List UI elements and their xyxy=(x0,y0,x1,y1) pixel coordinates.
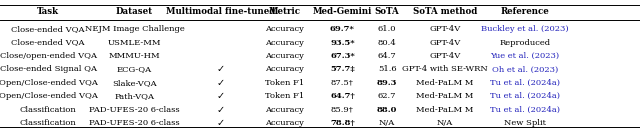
Text: Accuracy: Accuracy xyxy=(266,39,304,47)
Text: New Split: New Split xyxy=(504,119,546,127)
Text: ✓: ✓ xyxy=(217,118,225,128)
Text: Tu et al. (2024a): Tu et al. (2024a) xyxy=(490,106,560,114)
Text: ✓: ✓ xyxy=(217,78,225,88)
Text: Open/Close-ended VQA: Open/Close-ended VQA xyxy=(0,79,97,87)
Text: PAD-UFES-20 6-class: PAD-UFES-20 6-class xyxy=(89,119,180,127)
Text: Accuracy: Accuracy xyxy=(266,25,304,33)
Text: Metric: Metric xyxy=(269,7,301,16)
Text: GPT-4V: GPT-4V xyxy=(429,39,460,47)
Text: Close-ended VQA: Close-ended VQA xyxy=(12,39,84,47)
Text: N/A: N/A xyxy=(379,119,396,127)
Text: Reproduced: Reproduced xyxy=(499,39,550,47)
Text: Classification: Classification xyxy=(20,106,76,114)
Text: ✓: ✓ xyxy=(217,91,225,101)
Text: Tu et al. (2024a): Tu et al. (2024a) xyxy=(490,92,560,100)
Text: 78.8†: 78.8† xyxy=(330,119,355,127)
Text: ✓: ✓ xyxy=(217,64,225,74)
Text: Close-ended VQA: Close-ended VQA xyxy=(12,25,84,33)
Text: Accuracy: Accuracy xyxy=(266,65,304,73)
Text: 69.7*: 69.7* xyxy=(330,25,355,33)
Text: Accuracy: Accuracy xyxy=(266,52,304,60)
Text: 57.7‡: 57.7‡ xyxy=(330,65,355,73)
Text: 61.0: 61.0 xyxy=(378,25,396,33)
Text: Close/open-ended VQA: Close/open-ended VQA xyxy=(0,52,97,60)
Text: N/A: N/A xyxy=(436,119,453,127)
Text: Buckley et al. (2023): Buckley et al. (2023) xyxy=(481,25,568,33)
Text: Med-PaLM M: Med-PaLM M xyxy=(416,106,474,114)
Text: GPT-4V: GPT-4V xyxy=(429,52,460,60)
Text: Med-PaLM M: Med-PaLM M xyxy=(416,79,474,87)
Text: Reference: Reference xyxy=(500,7,549,16)
Text: Classification: Classification xyxy=(20,119,76,127)
Text: Path-VQA: Path-VQA xyxy=(115,92,154,100)
Text: PAD-UFES-20 6-class: PAD-UFES-20 6-class xyxy=(89,106,180,114)
Text: 80.4: 80.4 xyxy=(378,39,397,47)
Text: 67.3*: 67.3* xyxy=(330,52,355,60)
Text: Tu et al. (2024a): Tu et al. (2024a) xyxy=(490,79,560,87)
Text: 88.0: 88.0 xyxy=(377,106,397,114)
Text: Med-PaLM M: Med-PaLM M xyxy=(416,92,474,100)
Text: Multimodal fine-tuned: Multimodal fine-tuned xyxy=(166,7,275,16)
Text: 87.5†: 87.5† xyxy=(331,79,354,87)
Text: 85.9†: 85.9† xyxy=(331,106,354,114)
Text: MMMU-HM: MMMU-HM xyxy=(109,52,160,60)
Text: 62.7: 62.7 xyxy=(378,92,396,100)
Text: SoTA method: SoTA method xyxy=(413,7,477,16)
Text: ✓: ✓ xyxy=(217,105,225,115)
Text: Med-Gemini: Med-Gemini xyxy=(313,7,372,16)
Text: Accuracy: Accuracy xyxy=(266,119,304,127)
Text: NEJM Image Challenge: NEJM Image Challenge xyxy=(84,25,184,33)
Text: Oh et al. (2023): Oh et al. (2023) xyxy=(492,65,558,73)
Text: Task: Task xyxy=(37,7,59,16)
Text: Yue et al. (2023): Yue et al. (2023) xyxy=(490,52,559,60)
Text: SoTA: SoTA xyxy=(375,7,399,16)
Text: USMLE-MM: USMLE-MM xyxy=(108,39,161,47)
Text: Slake-VQA: Slake-VQA xyxy=(112,79,157,87)
Text: 89.3: 89.3 xyxy=(377,79,397,87)
Text: Dataset: Dataset xyxy=(116,7,153,16)
Text: Close-ended Signal QA: Close-ended Signal QA xyxy=(0,65,97,73)
Text: GPT-4 with SE-WRN: GPT-4 with SE-WRN xyxy=(402,65,488,73)
Text: Token F1: Token F1 xyxy=(265,79,305,87)
Text: Token F1: Token F1 xyxy=(265,92,305,100)
Text: Accuracy: Accuracy xyxy=(266,106,304,114)
Text: 51.6: 51.6 xyxy=(378,65,397,73)
Text: 64.7: 64.7 xyxy=(378,52,397,60)
Text: 93.5*: 93.5* xyxy=(330,39,355,47)
Text: ECG-QA: ECG-QA xyxy=(117,65,152,73)
Text: Open/Close-ended VQA: Open/Close-ended VQA xyxy=(0,92,97,100)
Text: GPT-4V: GPT-4V xyxy=(429,25,460,33)
Text: 64.7†: 64.7† xyxy=(330,92,355,100)
